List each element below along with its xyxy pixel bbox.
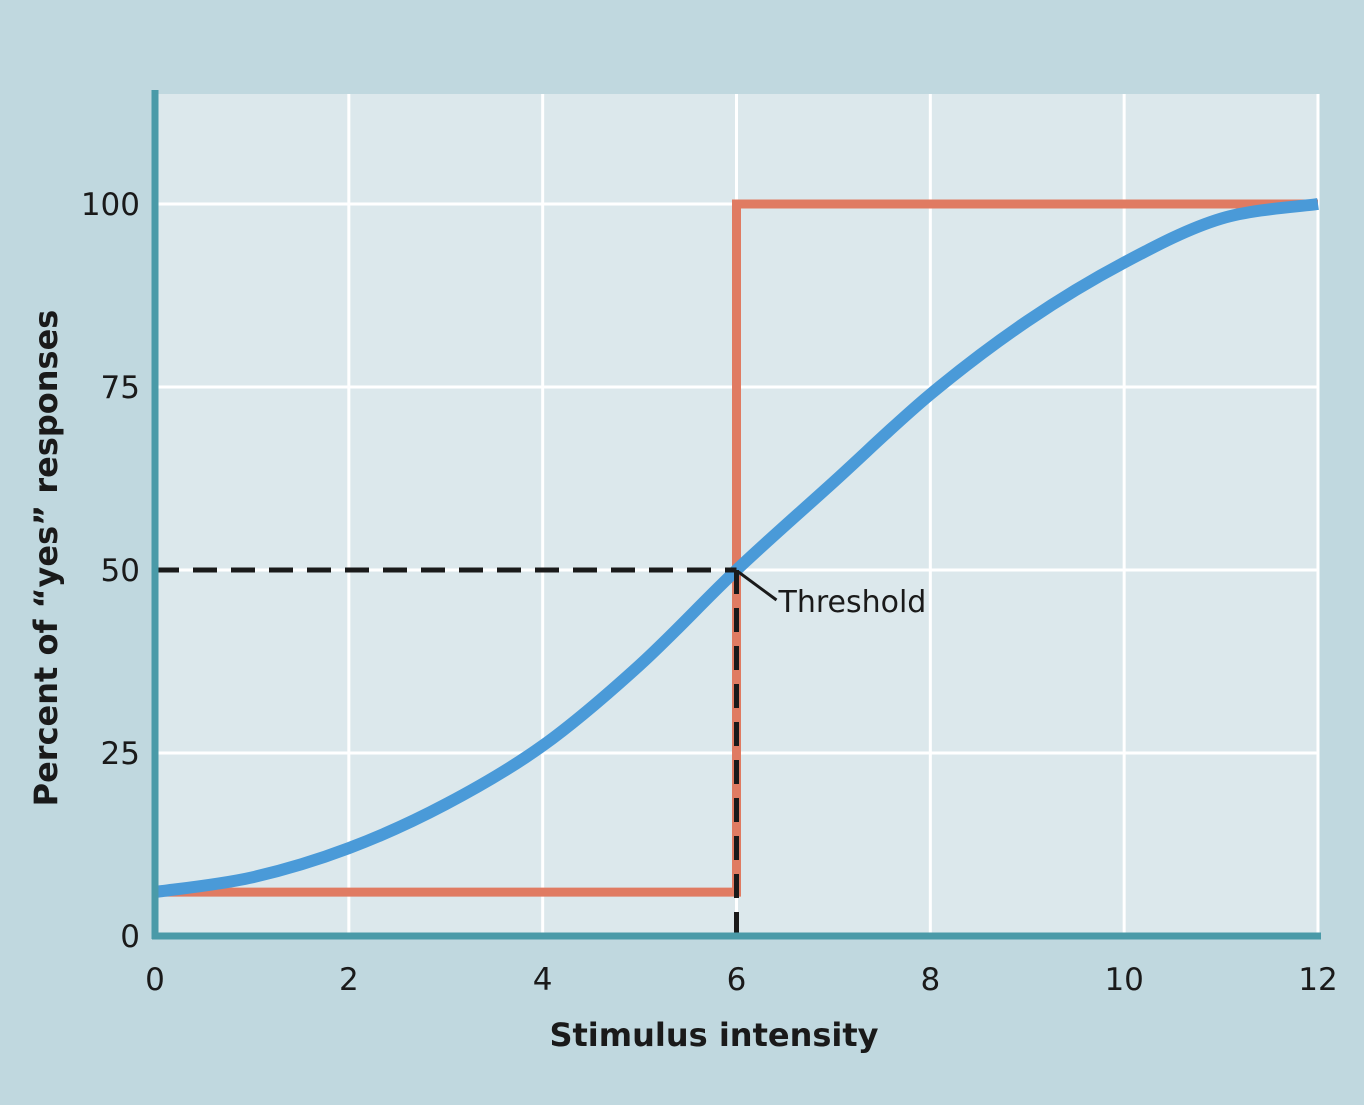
x-axis-title: Stimulus intensity	[549, 1016, 878, 1054]
x-tick-label: 4	[533, 962, 553, 998]
threshold-leader-line	[737, 570, 778, 602]
axes	[151, 90, 1321, 940]
x-tick-label: 0	[145, 962, 165, 998]
y-tick-label: 100	[81, 187, 140, 223]
annotations: Threshold	[737, 570, 927, 620]
x-tick-label: 2	[339, 962, 359, 998]
tick-labels: 0 2 4 6 8 10 12 0 25 50 75 100	[81, 187, 1338, 998]
x-tick-label: 8	[920, 962, 940, 998]
y-tick-label: 50	[101, 553, 140, 589]
y-tick-label: 25	[101, 736, 140, 772]
x-tick-label: 6	[727, 962, 747, 998]
ideal-step-curve	[155, 199, 1318, 897]
threshold-guides	[155, 567, 739, 936]
x-tick-label: 10	[1104, 962, 1143, 998]
y-tick-label: 75	[101, 370, 140, 406]
psychometric-curve	[154, 198, 1319, 899]
threshold-label: Threshold	[778, 585, 927, 620]
x-tick-label: 12	[1298, 962, 1337, 998]
y-axis-title: Percent of “yes” responses	[27, 310, 65, 807]
y-tick-label: 0	[120, 919, 140, 955]
series-group	[154, 198, 1319, 899]
